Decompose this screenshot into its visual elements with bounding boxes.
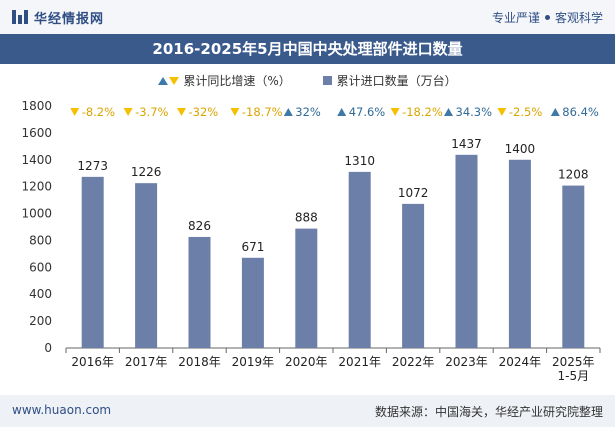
- bar-value-label: 1208: [558, 168, 589, 182]
- x-tick-label: 2017年: [125, 355, 168, 369]
- slogan-right: 客观科学: [554, 11, 603, 25]
- growth-label: -32%: [189, 105, 219, 119]
- chart-legend: 累计同比增速（%） 累计进口数量（万台）: [0, 72, 615, 90]
- y-tick-label: 0: [44, 341, 52, 355]
- growth-label: 32%: [295, 105, 321, 119]
- y-tick-label: 1800: [21, 99, 52, 113]
- legend-bar-swatch: [322, 76, 332, 85]
- y-tick-label: 1600: [21, 126, 52, 140]
- growth-down-triangle: [230, 108, 240, 116]
- legend-qty-label: 累计进口数量（万台）: [336, 74, 457, 88]
- growth-down-triangle: [70, 108, 80, 116]
- x-tick-label: 2023年: [445, 355, 488, 369]
- growth-up-triangle: [337, 108, 347, 116]
- footer-source: 数据来源：中国海关，华经产业研究院整理: [374, 405, 603, 419]
- bar-value-label: 1226: [131, 165, 162, 179]
- bar-chart: 0 200 400 600 800 1000 1200 1400 1600 1800 1273 201…: [21, 99, 601, 383]
- header-bar: 华经情报网 专业严谨 客观科学: [0, 0, 615, 34]
- triangle-down-icon: [169, 77, 180, 85]
- bar: [188, 236, 211, 348]
- brand-logo-icon: [12, 10, 28, 24]
- legend-growth: 累计同比增速（%）: [158, 72, 291, 89]
- legend-qty: 累计进口数量（万台）: [322, 72, 457, 89]
- y-tick-label: 1200: [21, 180, 52, 194]
- y-tick-label: 1400: [21, 153, 52, 167]
- bar: [81, 176, 104, 348]
- growth-up-triangle: [283, 108, 293, 116]
- bar-value-label: 1400: [505, 142, 536, 156]
- bar: [402, 203, 425, 348]
- growth-label: 47.6%: [349, 105, 386, 119]
- growth-label: 86.4%: [562, 105, 599, 119]
- y-tick-label: 1000: [21, 207, 52, 221]
- y-tick-label: 200: [29, 314, 52, 328]
- growth-label: -8.2%: [82, 105, 115, 119]
- growth-down-triangle: [177, 108, 186, 116]
- bar: [295, 228, 318, 348]
- y-tick-label: 800: [29, 233, 52, 247]
- bar: [508, 159, 531, 348]
- growth-up-triangle: [550, 108, 560, 116]
- y-tick-label: 400: [29, 287, 52, 301]
- growth-label: 34.3%: [456, 105, 493, 119]
- x-tick-label: 2019年: [232, 355, 275, 369]
- bar-value-label: 888: [295, 211, 318, 225]
- footer-url[interactable]: www.huaon.com: [12, 403, 112, 417]
- growth-label: -18.2%: [402, 105, 443, 119]
- x-tick-label: 2020年: [285, 355, 328, 369]
- bar: [135, 183, 158, 348]
- growth-label: -3.7%: [135, 105, 168, 119]
- triangle-up-icon: [158, 77, 169, 85]
- x-tick-label: 2022年: [392, 355, 435, 369]
- brand-name: 华经情报网: [34, 12, 105, 27]
- growth-down-triangle: [390, 108, 400, 116]
- bar-value-label: 1072: [398, 186, 429, 200]
- bar: [455, 154, 478, 348]
- footer-bar: www.huaon.com 数据来源：中国海关，华经产业研究院整理: [0, 395, 615, 427]
- bar-value-label: 1273: [77, 159, 108, 173]
- bar-value-label: 1310: [344, 154, 375, 168]
- x-tick-label: 2018年: [178, 355, 221, 369]
- x-tick-label: 2021年: [338, 355, 381, 369]
- bar: [241, 257, 264, 348]
- x-tick-label: 2025年: [552, 355, 595, 369]
- bar-value-label: 671: [241, 240, 264, 254]
- y-tick-label: 600: [29, 260, 52, 274]
- growth-down-triangle: [497, 108, 507, 116]
- slogan-dot-icon: [544, 15, 550, 20]
- chart-title: 2016-2025年5月中国中央处理部件进口数量: [0, 34, 615, 64]
- bar-value-label: 1437: [451, 137, 482, 151]
- bar: [562, 185, 585, 348]
- bar-value-label: 826: [188, 219, 211, 233]
- slogan: 专业严谨 客观科学: [492, 9, 603, 26]
- x-tick-label: 2016年: [71, 355, 114, 369]
- bar: [348, 171, 371, 348]
- growth-label: -18.7%: [242, 105, 283, 119]
- x-tick-label: 2024年: [499, 355, 542, 369]
- slogan-left: 专业严谨: [491, 11, 540, 25]
- x-tick-label: 1-5月: [557, 369, 589, 383]
- growth-label: -2.5%: [509, 105, 542, 119]
- legend-growth-label: 累计同比增速（%）: [183, 74, 291, 88]
- growth-down-triangle: [123, 108, 133, 116]
- growth-up-triangle: [444, 108, 453, 116]
